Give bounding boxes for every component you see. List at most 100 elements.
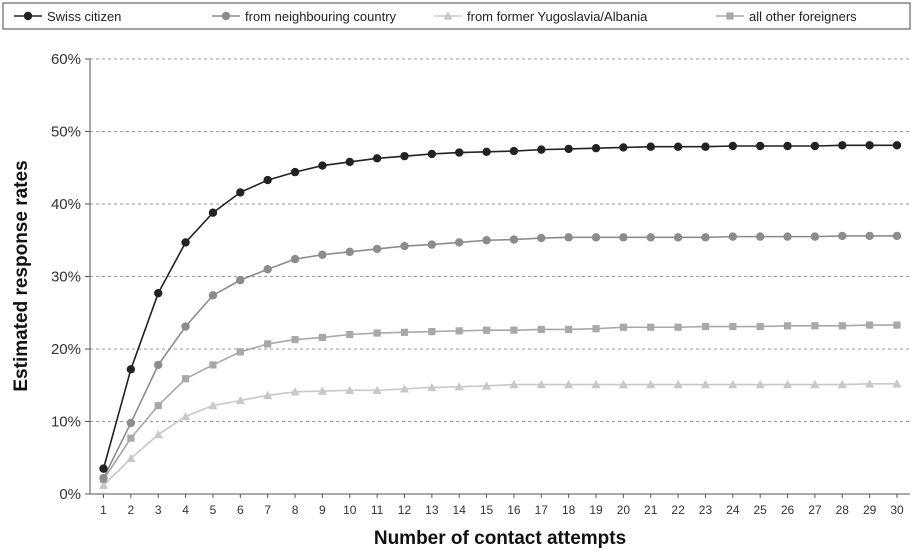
- y-tick-label: 10%: [51, 414, 81, 431]
- y-axis-title: Estimated response rates: [11, 160, 32, 391]
- x-tick-label: 20: [617, 503, 631, 517]
- data-point: [755, 232, 765, 241]
- data-point: [428, 328, 436, 336]
- data-point: [153, 429, 163, 439]
- data-point: [591, 379, 601, 389]
- data-point: [208, 291, 218, 300]
- data-point: [291, 335, 299, 344]
- x-tick-label: 22: [671, 503, 685, 517]
- data-point: [236, 188, 245, 197]
- data-point: [236, 348, 244, 356]
- data-point: [701, 322, 710, 331]
- x-tick-label: 30: [890, 503, 904, 517]
- x-tick-label: 14: [453, 503, 467, 517]
- x-tick-label: 29: [863, 503, 877, 517]
- legend-item: Swiss citizen: [14, 9, 121, 24]
- x-tick-label: 25: [754, 503, 768, 517]
- data-point: [372, 385, 382, 395]
- data-point: [399, 384, 410, 393]
- x-tick-label: 26: [781, 503, 795, 517]
- data-point: [180, 411, 191, 421]
- data-point: [647, 323, 655, 331]
- x-tick-label: 10: [343, 503, 357, 517]
- data-point: [400, 328, 409, 336]
- data-point: [509, 379, 519, 389]
- data-point: [728, 232, 738, 241]
- data-point: [208, 208, 218, 217]
- y-tick-label: 30%: [51, 269, 81, 286]
- y-tick-label: 40%: [51, 196, 81, 213]
- data-point: [345, 157, 354, 167]
- x-tick-label: 2: [128, 503, 135, 517]
- data-point: [810, 141, 820, 151]
- series-line: [102, 144, 897, 469]
- data-point: [509, 235, 519, 244]
- data-point: [290, 254, 300, 264]
- data-point: [646, 233, 655, 242]
- data-point: [290, 167, 300, 177]
- data-point: [701, 142, 710, 151]
- data-point: [646, 142, 655, 151]
- data-point: [674, 323, 682, 331]
- legend-item: from former Yugoslavia/Albania: [434, 9, 648, 24]
- data-point: [893, 321, 901, 329]
- legend-marker: [726, 12, 734, 20]
- x-tick-label: 5: [210, 503, 217, 517]
- legend-marker: [221, 11, 231, 21]
- data-point: [455, 238, 464, 247]
- x-tick-label: 12: [398, 503, 412, 517]
- data-point: [264, 340, 272, 348]
- data-point: [427, 149, 437, 159]
- legend-item: from neighbouring country: [212, 9, 397, 24]
- data-point: [564, 233, 573, 242]
- data-point: [838, 231, 847, 241]
- data-point: [454, 382, 464, 391]
- legend-item: all other foreigners: [716, 9, 857, 24]
- data-point: [865, 231, 874, 241]
- data-point: [154, 360, 163, 370]
- data-point: [455, 327, 463, 335]
- legend-label: from neighbouring country: [245, 9, 397, 24]
- data-point: [99, 473, 108, 483]
- data-point: [728, 141, 738, 151]
- data-point: [154, 288, 163, 298]
- data-point: [591, 233, 601, 242]
- x-tick-label: 1: [100, 503, 107, 517]
- legend: Swiss citizen from neighbouring country fr…: [2, 2, 911, 30]
- data-point: [783, 322, 792, 330]
- data-point: [208, 400, 218, 410]
- data-point: [810, 379, 820, 389]
- data-point: [673, 379, 683, 389]
- data-point: [619, 143, 628, 152]
- x-tick-label: 28: [836, 503, 850, 517]
- y-tick-label: 0%: [59, 486, 81, 503]
- data-point: [427, 382, 437, 392]
- x-tick-labels: 1 2 3 4 5 6 7 8 9 10 11 12 13 14 15 16 17 18 19 20 21 22 23 24 2…: [100, 494, 904, 517]
- data-point: [126, 418, 136, 428]
- x-tick-label: 3: [155, 503, 162, 517]
- data-point: [729, 322, 737, 331]
- data-point: [482, 147, 491, 156]
- data-point: [865, 141, 874, 150]
- data-point: [536, 379, 546, 389]
- data-point: [318, 250, 327, 259]
- x-tick-label: 16: [507, 503, 521, 517]
- data-point: [127, 434, 135, 442]
- series-3: [99, 321, 901, 484]
- data-point: [673, 233, 683, 242]
- data-point: [892, 141, 902, 150]
- data-point: [400, 241, 409, 251]
- data-point: [290, 387, 300, 396]
- data-point: [564, 379, 574, 389]
- series-group: [98, 141, 902, 489]
- series-0: [99, 141, 902, 473]
- data-point: [181, 322, 190, 331]
- x-tick-label: 8: [292, 503, 299, 517]
- data-point: [537, 325, 545, 334]
- data-point: [782, 379, 793, 389]
- data-point: [783, 141, 792, 151]
- data-point: [810, 232, 820, 241]
- x-tick-label: 9: [319, 503, 326, 517]
- data-point: [892, 231, 902, 241]
